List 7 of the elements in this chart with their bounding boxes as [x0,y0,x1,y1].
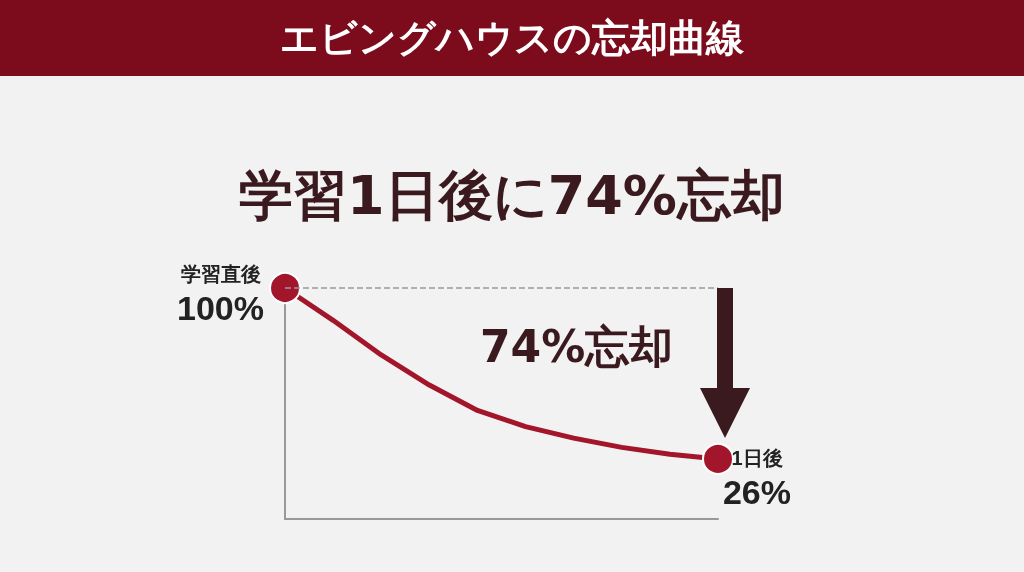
text: 1日後 [731,446,783,469]
annotation: 74%忘却 [480,320,674,374]
chart-subtitle: 学習1日後に74%忘却 [238,163,786,229]
data-label: 26% [722,472,792,511]
chart-title: エビングハウスの忘却曲線 [0,0,1024,76]
text: 学習直後 [180,263,261,285]
data-label: 100% [177,289,264,327]
